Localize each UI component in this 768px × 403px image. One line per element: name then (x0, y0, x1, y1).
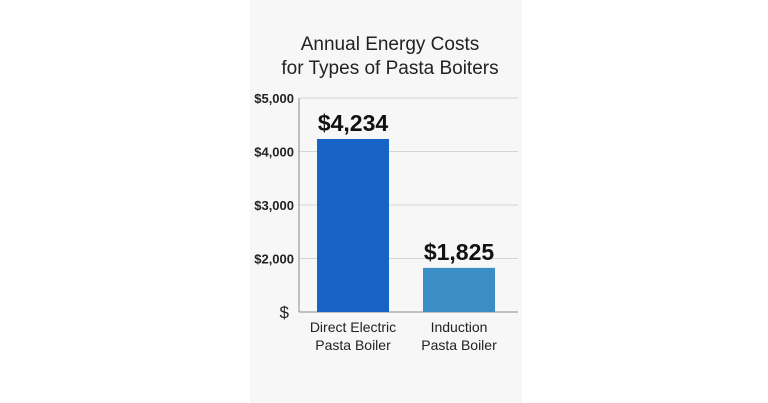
y-tick-label: $4,000 (254, 145, 294, 160)
bar (423, 267, 495, 312)
data-label: $1,825 (424, 239, 495, 265)
x-category-label: Direct Electric (310, 319, 396, 335)
x-category-label: Pasta Boiler (315, 337, 391, 353)
y-tick-label: $ (280, 303, 290, 322)
chart-title-line-2: for Types of Pasta Boiters (281, 58, 498, 79)
x-category-label: Induction (431, 319, 488, 335)
data-label: $4,234 (318, 110, 389, 136)
y-tick-label: $2,000 (254, 252, 294, 267)
chart-title-line-1: Annual Energy Costs (301, 34, 480, 55)
y-tick-label: $3,000 (254, 198, 294, 213)
x-category-label: Pasta Boiler (421, 337, 497, 353)
y-tick-label: $5,000 (254, 91, 294, 106)
bar (317, 138, 389, 312)
